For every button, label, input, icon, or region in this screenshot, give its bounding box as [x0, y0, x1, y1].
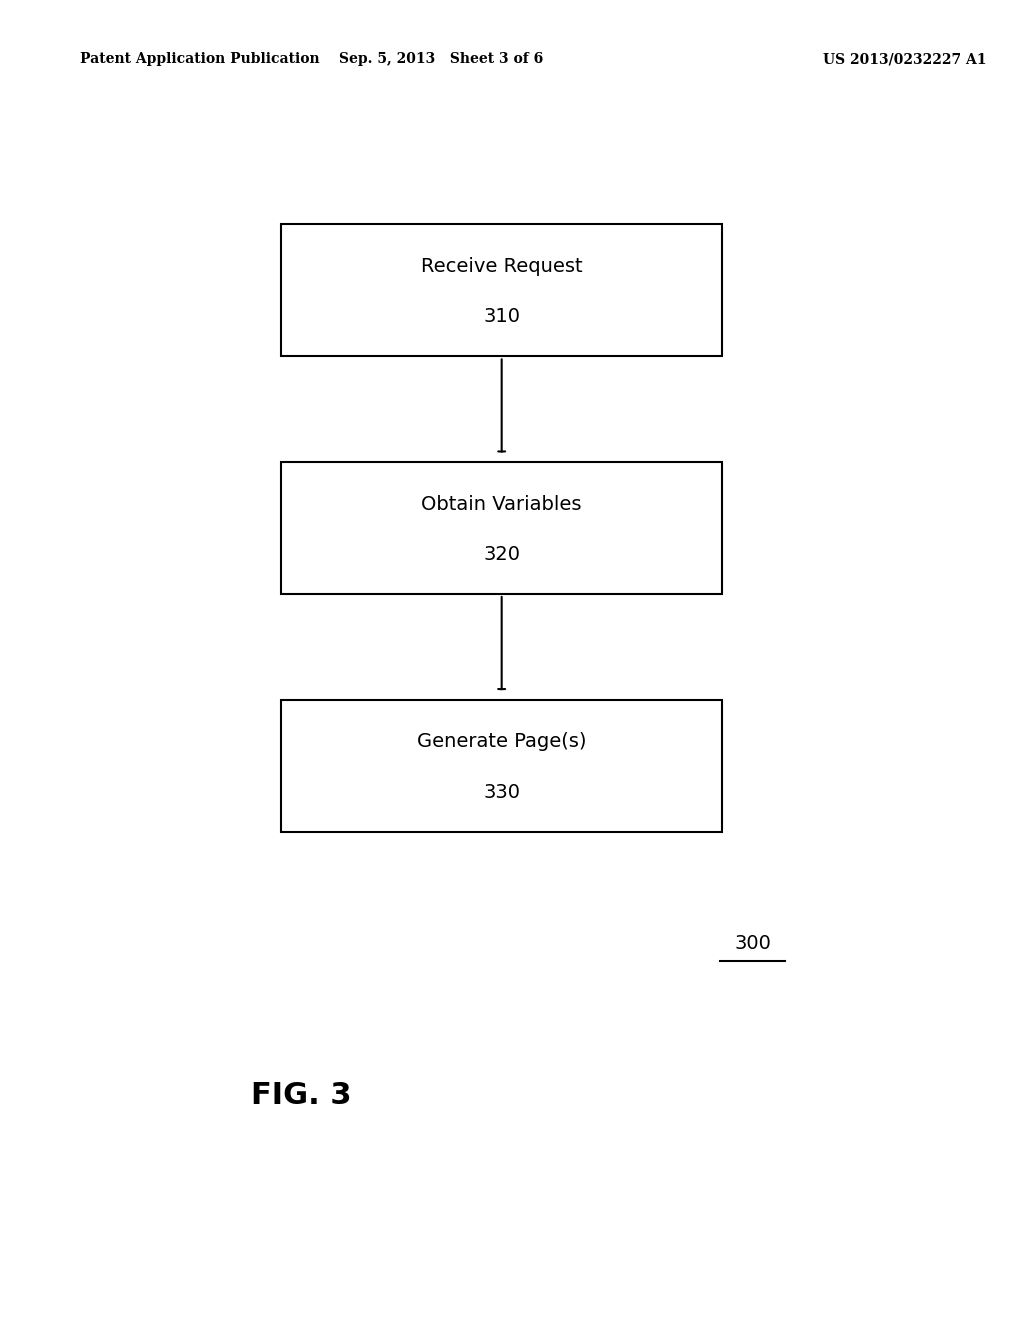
Text: 320: 320 [483, 545, 520, 564]
Text: Patent Application Publication: Patent Application Publication [80, 53, 319, 66]
Text: 300: 300 [734, 935, 771, 953]
Text: FIG. 3: FIG. 3 [251, 1081, 351, 1110]
Text: US 2013/0232227 A1: US 2013/0232227 A1 [822, 53, 986, 66]
FancyBboxPatch shape [281, 462, 722, 594]
FancyBboxPatch shape [281, 700, 722, 832]
Text: 330: 330 [483, 783, 520, 801]
FancyBboxPatch shape [281, 224, 722, 356]
Text: Obtain Variables: Obtain Variables [422, 495, 582, 513]
Text: 310: 310 [483, 308, 520, 326]
Text: Receive Request: Receive Request [421, 257, 583, 276]
Text: Sep. 5, 2013   Sheet 3 of 6: Sep. 5, 2013 Sheet 3 of 6 [339, 53, 544, 66]
Text: Generate Page(s): Generate Page(s) [417, 733, 587, 751]
